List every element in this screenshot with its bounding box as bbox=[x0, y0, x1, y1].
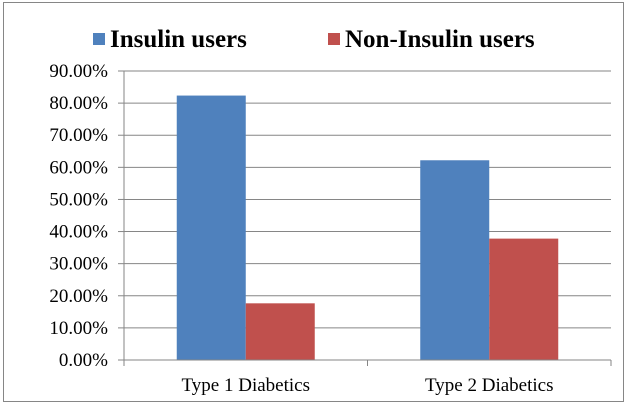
x-tick-label: Type 1 Diabetics bbox=[182, 375, 310, 396]
bar-non-insulin-1 bbox=[245, 303, 315, 360]
y-axis-tick-labels: 0.00% 10.00% 20.00% 30.00% 40.00% 50.00% 60.00… bbox=[49, 61, 108, 371]
y-tick-label: 40.00% bbox=[49, 222, 108, 243]
axes bbox=[123, 71, 612, 366]
y-tick-label: 0.00% bbox=[59, 350, 108, 371]
y-tick-label: 70.00% bbox=[49, 125, 108, 146]
bar-insulin-2 bbox=[420, 160, 490, 360]
x-axis-tick-labels: Type 1 Diabetics Type 2 Diabetics bbox=[182, 375, 554, 396]
bars bbox=[176, 95, 559, 360]
legend-label: Non-Insulin users bbox=[345, 26, 535, 53]
y-tick-label: 60.00% bbox=[49, 157, 108, 178]
y-tick-label: 50.00% bbox=[49, 189, 108, 210]
legend-swatch bbox=[328, 33, 340, 45]
y-tick-label: 10.00% bbox=[49, 318, 108, 339]
y-tick-label: 20.00% bbox=[49, 286, 108, 307]
y-tick-label: 80.00% bbox=[49, 93, 108, 114]
legend-swatch bbox=[93, 33, 105, 45]
bar-non-insulin-2 bbox=[489, 238, 559, 360]
legend: Insulin users Non-Insulin users bbox=[93, 26, 535, 53]
y-tick-label: 90.00% bbox=[49, 61, 108, 82]
y-tick-label: 30.00% bbox=[49, 254, 108, 275]
legend-label: Insulin users bbox=[110, 26, 247, 53]
bar-insulin-1 bbox=[176, 95, 246, 360]
x-tick-label: Type 2 Diabetics bbox=[425, 375, 553, 396]
